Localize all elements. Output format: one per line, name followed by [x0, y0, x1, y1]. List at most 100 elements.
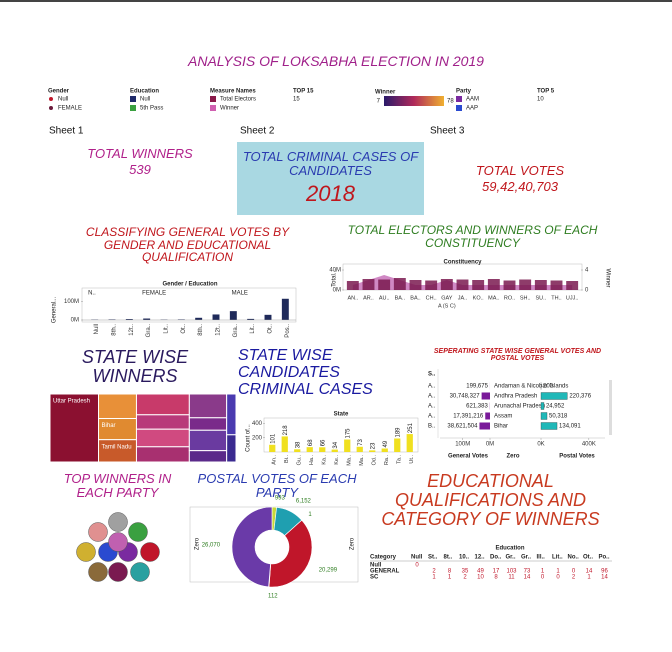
party-bubble: [130, 562, 150, 582]
column-header: 8t..: [444, 555, 453, 561]
data-label: 189: [395, 427, 401, 438]
row-label: B..: [428, 424, 436, 430]
table-cell: 96: [601, 569, 608, 575]
sheet-label: Sheet 1: [49, 126, 84, 137]
chart-title: SEPERATING STATE WISE GENERAL VOTES AND …: [433, 348, 602, 363]
x-tick-label: UJJ..: [566, 295, 579, 301]
x-tick-label: Ka..: [322, 455, 328, 465]
group-header: FEMALE: [142, 291, 166, 297]
table-cell: 14: [524, 575, 531, 581]
group-header: MALE: [232, 291, 248, 297]
data-label: 251: [408, 422, 414, 433]
legend-label: AAP: [466, 106, 478, 112]
table-cell: 2: [572, 575, 576, 581]
data-label: 23: [370, 442, 376, 449]
x-tick-label: Ot..: [268, 324, 274, 334]
bar: [212, 314, 220, 320]
x-tick-label: 12t..: [129, 324, 135, 336]
x-tick-label: SU..: [535, 295, 546, 301]
x-tick-label: GAY: [441, 295, 453, 301]
data-label: 34: [333, 441, 339, 448]
kpi-value: 2018: [306, 181, 355, 206]
kpi-title: TOTAL WINNERS: [87, 146, 193, 161]
x-tick-label: KO..: [473, 295, 484, 301]
bar: [406, 434, 413, 452]
table-header: S..: [428, 372, 436, 378]
table-cell: 1: [587, 575, 591, 581]
bar: [378, 279, 391, 290]
column-header: Po..: [599, 555, 610, 561]
data-label: 50,318: [549, 414, 568, 420]
axis-label: Zero: [350, 537, 356, 550]
legend-marker: [210, 96, 216, 102]
data-label: 24,952: [546, 404, 565, 410]
treemap-cell: [188, 450, 228, 463]
bar: [381, 448, 388, 452]
legend-title: Party: [456, 89, 472, 95]
bar: [356, 446, 363, 452]
x-tick-label: Ot..: [181, 324, 187, 334]
state-name: Andhra Pradesh: [494, 394, 537, 400]
data-label: 112: [268, 593, 278, 599]
cell-label: Bihar: [102, 423, 116, 429]
bar: [229, 311, 237, 320]
table-cell: 2: [463, 575, 467, 581]
x-tick-label: AN..: [347, 295, 358, 301]
bar: [125, 319, 133, 320]
legend-marker: [49, 97, 53, 101]
bar: [409, 280, 422, 290]
legend-title: Measure Names: [210, 89, 256, 95]
state-name: Bihar: [494, 424, 508, 430]
table-cell: 8: [494, 575, 498, 581]
bar: [281, 436, 288, 452]
column-header: St..: [428, 555, 438, 561]
y-tick-label: 100M: [64, 299, 79, 305]
sheet-label: Sheet 2: [240, 126, 275, 137]
data-label: 101: [270, 433, 276, 444]
data-label: 38: [295, 441, 301, 448]
x-tick-label: Gu..: [297, 455, 303, 466]
table-cell: 10: [477, 575, 484, 581]
bar: [306, 447, 313, 452]
x-tick-label: An..: [272, 455, 278, 465]
legend-max: 78: [447, 99, 454, 105]
table-header: Education: [495, 546, 524, 552]
legend-label: Winner: [220, 106, 239, 112]
plot-frame: [263, 417, 419, 453]
data-label: 17,391,216: [453, 414, 484, 420]
x-tick-label: Pos..: [285, 324, 291, 338]
y-tick-label: 40M: [329, 268, 341, 274]
column-label: Postal Votes: [559, 454, 595, 460]
chart-title: POSTAL VOTES OF EACH PARTY: [197, 471, 357, 500]
plot-frame: [81, 287, 297, 323]
postal-bar: [540, 392, 568, 400]
bar: [247, 318, 255, 320]
x-tick-label: Lit..: [250, 324, 256, 334]
party-bubble: [140, 542, 160, 562]
bar: [425, 280, 438, 290]
chart-header: State: [334, 412, 349, 418]
table-cell: 0: [556, 575, 560, 581]
row-label: A..: [428, 384, 436, 390]
party-bubble: [108, 532, 128, 552]
legend-label: AAM: [466, 97, 479, 103]
x-tick-label: BA..: [395, 295, 406, 301]
kpi-title: TOTAL CRIMINAL CASES OF CANDIDATES: [242, 149, 419, 178]
treemap-cell: [135, 414, 190, 430]
data-label: 49: [383, 440, 389, 447]
cell-label: Tamil Nadu: [102, 444, 132, 450]
x-tick-label: JA..: [458, 295, 468, 301]
bar: [487, 279, 500, 290]
column-header: 12..: [475, 555, 485, 561]
bar: [534, 280, 547, 290]
x-tick-label: Ma..: [359, 455, 365, 466]
y-tick-label: 0M: [333, 288, 341, 294]
x-tick-label: Gra..: [233, 324, 239, 338]
x-tick-label: Gra..: [146, 324, 152, 338]
data-label: 134,091: [559, 424, 581, 430]
data-label: 175: [345, 428, 351, 439]
x-tick-label: A (S C): [438, 303, 456, 309]
bar: [195, 317, 203, 320]
general-bar: [481, 392, 490, 400]
table-cell: 1: [541, 569, 545, 575]
